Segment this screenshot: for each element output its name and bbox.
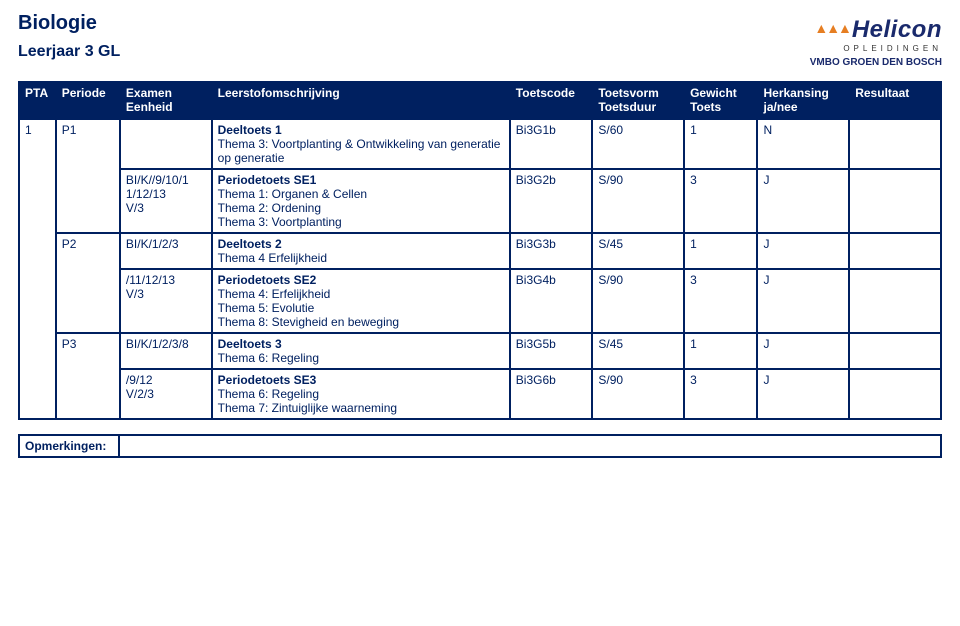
title-block: Biologie Leerjaar 3 GL [18, 12, 120, 81]
periode-cell: P2 [56, 233, 120, 333]
leerstof-cell: Deeltoets 2 Thema 4 Erfelijkheid [212, 233, 510, 269]
logo-tagline: OPLEIDINGEN [810, 44, 942, 53]
col-toetscode: Toetscode [510, 82, 593, 119]
vorm-cell: S/45 [592, 333, 684, 369]
code-cell: Bi3G5b [510, 333, 593, 369]
examen-cell [120, 119, 212, 169]
herk-cell: J [757, 233, 849, 269]
leerjaar-title: Leerjaar 3 GL [18, 43, 120, 61]
herk-cell: J [757, 369, 849, 419]
herk-cell: J [757, 269, 849, 333]
leerstof-cell: Periodetoets SE1 Thema 1: Organen & Cell… [212, 169, 510, 233]
col-leerstof: Leerstofomschrijving [212, 82, 510, 119]
examen-cell: BI/K/1/2/3/8 [120, 333, 212, 369]
gewicht-cell: 3 [684, 369, 757, 419]
resultaat-cell [849, 369, 941, 419]
col-herkansing: Herkansing ja/nee [757, 82, 849, 119]
col-periode: Periode [56, 82, 120, 119]
herk-cell: J [757, 333, 849, 369]
spacer [18, 420, 942, 434]
pta-table: PTA Periode Examen Eenheid Leerstofomsch… [18, 81, 942, 420]
code-cell: Bi3G2b [510, 169, 593, 233]
table-row: /11/12/13 V/3 Periodetoets SE2 Thema 4: … [19, 269, 941, 333]
leerstof-cell: Periodetoets SE3 Thema 6: Regeling Thema… [212, 369, 510, 419]
opmerkingen-value [119, 435, 941, 457]
examen-cell: BI/K/1/2/3 [120, 233, 212, 269]
opmerkingen-label: Opmerkingen: [19, 435, 119, 457]
page-header: Biologie Leerjaar 3 GL Helicon OPLEIDING… [18, 12, 942, 81]
vorm-cell: S/90 [592, 269, 684, 333]
gewicht-cell: 3 [684, 269, 757, 333]
col-resultaat: Resultaat [849, 82, 941, 119]
col-pta: PTA [19, 82, 56, 119]
table-row: 1 P1 Deeltoets 1 Thema 3: Voortplanting … [19, 119, 941, 169]
table-row: P3 BI/K/1/2/3/8 Deeltoets 3 Thema 6: Reg… [19, 333, 941, 369]
code-cell: Bi3G4b [510, 269, 593, 333]
herk-cell: J [757, 169, 849, 233]
col-toetsvorm: Toetsvorm Toetsduur [592, 82, 684, 119]
examen-cell: /9/12 V/2/3 [120, 369, 212, 419]
pta-cell: 1 [19, 119, 56, 419]
leerstof-cell: Periodetoets SE2 Thema 4: Erfelijkheid T… [212, 269, 510, 333]
col-gewicht: Gewicht Toets [684, 82, 757, 119]
gewicht-cell: 3 [684, 169, 757, 233]
resultaat-cell [849, 119, 941, 169]
vorm-cell: S/45 [592, 233, 684, 269]
code-cell: Bi3G1b [510, 119, 593, 169]
col-examen: Examen Eenheid [120, 82, 212, 119]
resultaat-cell [849, 333, 941, 369]
examen-cell: BI/K//9/10/1 1/12/13 V/3 [120, 169, 212, 233]
leerstof-cell: Deeltoets 1 Thema 3: Voortplanting & Ont… [212, 119, 510, 169]
code-cell: Bi3G3b [510, 233, 593, 269]
code-cell: Bi3G6b [510, 369, 593, 419]
examen-cell: /11/12/13 V/3 [120, 269, 212, 333]
gewicht-cell: 1 [684, 119, 757, 169]
table-row: P2 BI/K/1/2/3 Deeltoets 2 Thema 4 Erfeli… [19, 233, 941, 269]
vorm-cell: S/60 [592, 119, 684, 169]
resultaat-cell [849, 169, 941, 233]
resultaat-cell [849, 269, 941, 333]
gewicht-cell: 1 [684, 233, 757, 269]
opmerkingen-table: Opmerkingen: [18, 434, 942, 458]
vorm-cell: S/90 [592, 169, 684, 233]
resultaat-cell [849, 233, 941, 269]
subject-title: Biologie [18, 12, 120, 35]
vorm-cell: S/90 [592, 369, 684, 419]
logo-block: Helicon OPLEIDINGEN VMBO GROEN DEN BOSCH [810, 12, 942, 68]
logo-name: Helicon [810, 16, 942, 44]
gewicht-cell: 1 [684, 333, 757, 369]
table-row: BI/K//9/10/1 1/12/13 V/3 Periodetoets SE… [19, 169, 941, 233]
opmerkingen-row: Opmerkingen: [19, 435, 941, 457]
logo-school: VMBO GROEN DEN BOSCH [810, 57, 942, 68]
periode-cell: P1 [56, 119, 120, 233]
leerstof-cell: Deeltoets 3 Thema 6: Regeling [212, 333, 510, 369]
periode-cell: P3 [56, 333, 120, 419]
header-row: PTA Periode Examen Eenheid Leerstofomsch… [19, 82, 941, 119]
herk-cell: N [757, 119, 849, 169]
table-row: /9/12 V/2/3 Periodetoets SE3 Thema 6: Re… [19, 369, 941, 419]
